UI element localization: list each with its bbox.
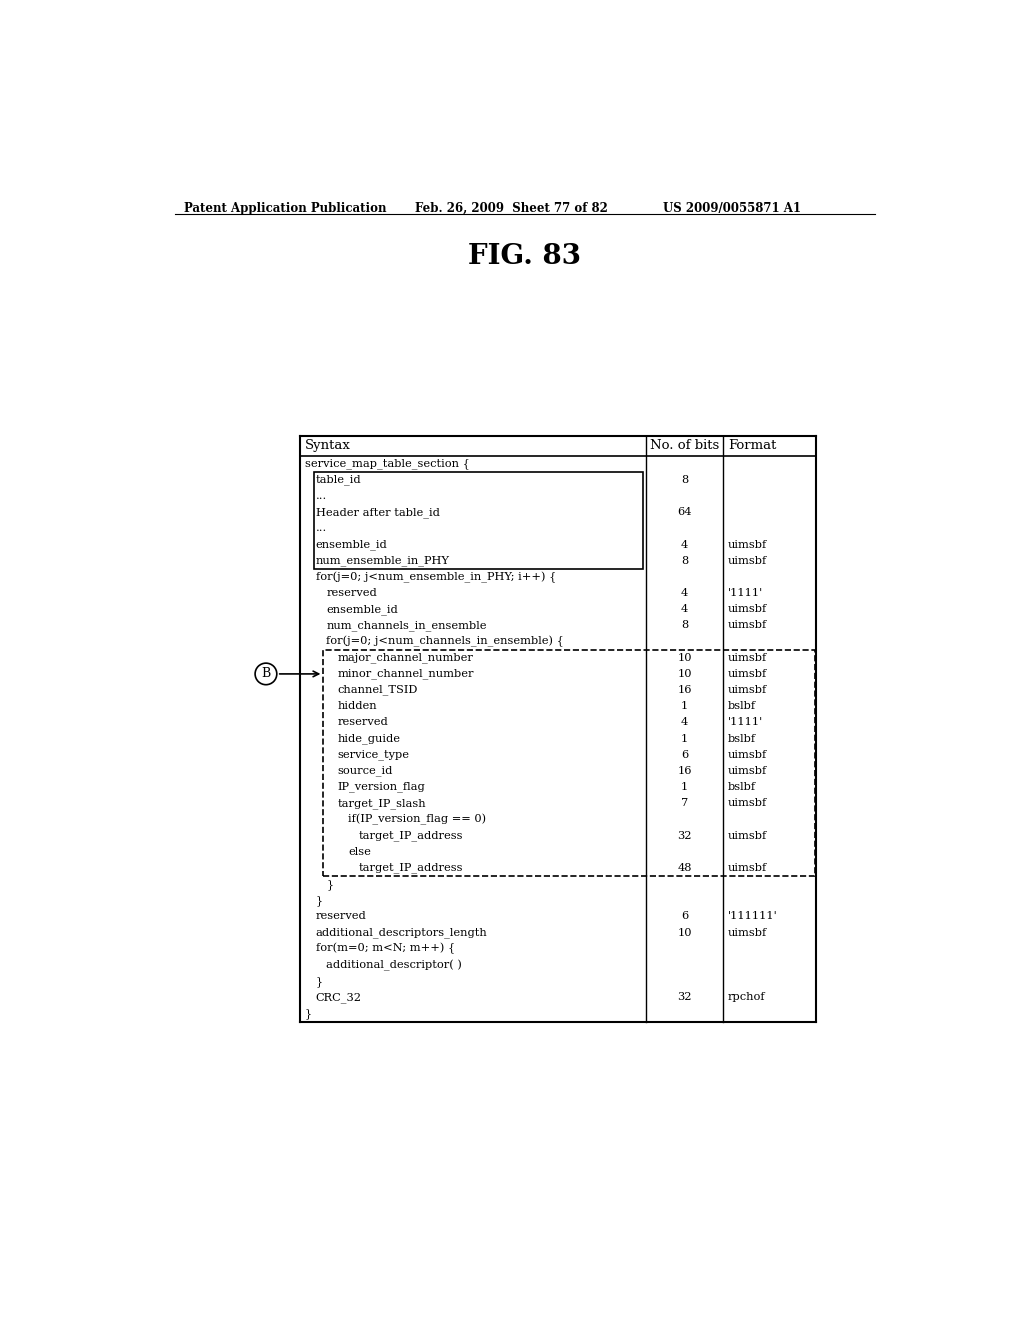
Text: hidden: hidden — [337, 701, 377, 711]
Text: uimsbf: uimsbf — [728, 653, 767, 663]
Text: else: else — [348, 847, 371, 857]
Text: ensemble_id: ensemble_id — [327, 603, 398, 615]
Text: uimsbf: uimsbf — [728, 830, 767, 841]
Text: Syntax: Syntax — [305, 440, 350, 453]
Text: 4: 4 — [681, 589, 688, 598]
Bar — [314, 471, 643, 569]
Text: 4: 4 — [681, 718, 688, 727]
Text: reserved: reserved — [337, 718, 388, 727]
Text: US 2009/0055871 A1: US 2009/0055871 A1 — [663, 202, 801, 215]
Text: additional_descriptor( ): additional_descriptor( ) — [327, 960, 462, 970]
Text: ...: ... — [315, 491, 327, 502]
Text: service_type: service_type — [337, 750, 410, 760]
Text: Format: Format — [728, 440, 776, 453]
Text: if(IP_version_flag == 0): if(IP_version_flag == 0) — [348, 814, 486, 825]
Text: channel_TSID: channel_TSID — [337, 685, 418, 696]
Text: uimsbf: uimsbf — [728, 799, 767, 808]
Text: source_id: source_id — [337, 766, 392, 776]
Bar — [324, 649, 815, 876]
Text: 1: 1 — [681, 783, 688, 792]
Text: }: } — [305, 1008, 312, 1019]
Text: '1111': '1111' — [728, 718, 763, 727]
Text: major_channel_number: major_channel_number — [337, 652, 473, 663]
Text: uimsbf: uimsbf — [728, 556, 767, 566]
Text: service_map_table_section {: service_map_table_section { — [305, 458, 469, 469]
Text: additional_descriptors_length: additional_descriptors_length — [315, 927, 487, 939]
Text: uimsbf: uimsbf — [728, 540, 767, 549]
Text: 8: 8 — [681, 556, 688, 566]
Text: target_IP_address: target_IP_address — [359, 862, 464, 874]
Text: 10: 10 — [677, 669, 691, 678]
Text: uimsbf: uimsbf — [728, 766, 767, 776]
Text: 64: 64 — [677, 507, 691, 517]
Text: 16: 16 — [677, 685, 691, 696]
Text: bslbf: bslbf — [728, 701, 756, 711]
Text: reserved: reserved — [327, 589, 377, 598]
Text: B: B — [261, 668, 270, 680]
Text: 1: 1 — [681, 701, 688, 711]
Text: for(j=0; j<num_ensemble_in_PHY; i++) {: for(j=0; j<num_ensemble_in_PHY; i++) { — [315, 572, 556, 582]
Text: 32: 32 — [677, 993, 691, 1002]
Text: Header after table_id: Header after table_id — [315, 507, 439, 517]
Text: num_ensemble_in_PHY: num_ensemble_in_PHY — [315, 556, 450, 566]
Text: 4: 4 — [681, 540, 688, 549]
Text: 8: 8 — [681, 620, 688, 631]
Text: 32: 32 — [677, 830, 691, 841]
Text: reserved: reserved — [315, 912, 367, 921]
Text: 7: 7 — [681, 799, 688, 808]
Text: ...: ... — [315, 524, 327, 533]
Text: 8: 8 — [681, 475, 688, 484]
Text: num_channels_in_ensemble: num_channels_in_ensemble — [327, 620, 486, 631]
Text: 48: 48 — [677, 863, 691, 873]
Text: '111111': '111111' — [728, 912, 777, 921]
Text: }: } — [327, 879, 334, 890]
Text: }: } — [315, 895, 323, 906]
Text: rpchof: rpchof — [728, 993, 766, 1002]
Text: '1111': '1111' — [728, 589, 763, 598]
Text: target_IP_address: target_IP_address — [359, 830, 464, 841]
Text: uimsbf: uimsbf — [728, 750, 767, 760]
Text: 1: 1 — [681, 734, 688, 743]
Text: bslbf: bslbf — [728, 734, 756, 743]
Text: 6: 6 — [681, 750, 688, 760]
Text: bslbf: bslbf — [728, 783, 756, 792]
Text: uimsbf: uimsbf — [728, 605, 767, 614]
Text: uimsbf: uimsbf — [728, 685, 767, 696]
Text: 16: 16 — [677, 766, 691, 776]
Text: uimsbf: uimsbf — [728, 620, 767, 631]
Text: for(j=0; j<num_channels_in_ensemble) {: for(j=0; j<num_channels_in_ensemble) { — [327, 636, 564, 647]
Text: Patent Application Publication: Patent Application Publication — [183, 202, 386, 215]
Text: ensemble_id: ensemble_id — [315, 539, 387, 550]
Text: 6: 6 — [681, 912, 688, 921]
Text: 10: 10 — [677, 928, 691, 937]
Text: CRC_32: CRC_32 — [315, 991, 361, 1003]
Text: }: } — [315, 975, 323, 986]
Text: target_IP_slash: target_IP_slash — [337, 797, 426, 809]
Text: No. of bits: No. of bits — [650, 440, 720, 453]
Text: hide_guide: hide_guide — [337, 733, 400, 744]
Text: minor_channel_number: minor_channel_number — [337, 668, 474, 680]
Text: IP_version_flag: IP_version_flag — [337, 781, 425, 792]
Text: uimsbf: uimsbf — [728, 669, 767, 678]
Text: table_id: table_id — [315, 474, 361, 486]
Text: FIG. 83: FIG. 83 — [468, 243, 582, 271]
Text: uimsbf: uimsbf — [728, 863, 767, 873]
Text: 10: 10 — [677, 653, 691, 663]
Text: for(m=0; m<N; m++) {: for(m=0; m<N; m++) { — [315, 942, 455, 954]
Text: uimsbf: uimsbf — [728, 928, 767, 937]
Text: Feb. 26, 2009  Sheet 77 of 82: Feb. 26, 2009 Sheet 77 of 82 — [415, 202, 607, 215]
Text: 4: 4 — [681, 605, 688, 614]
